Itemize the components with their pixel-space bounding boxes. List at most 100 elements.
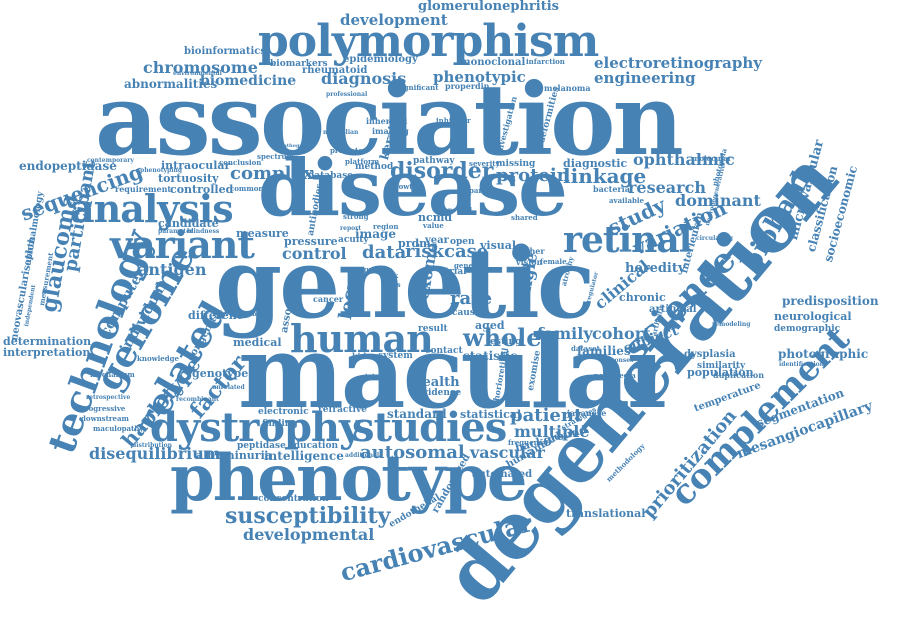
word-phenotypic: phenotypic xyxy=(433,68,526,86)
word-unrelated: unrelated xyxy=(212,384,245,391)
word-imaging: imaging xyxy=(372,126,409,136)
word-antigen: antigen xyxy=(138,260,207,279)
word-bioinformatics: bioinformatics xyxy=(184,46,266,57)
word-control: control xyxy=(282,244,347,263)
word-glomerulonephritis: glomerulonephritis xyxy=(418,0,559,14)
word-gene: gene xyxy=(454,261,473,270)
word-year: year xyxy=(425,235,449,246)
word-professional: professional xyxy=(326,91,368,98)
word-mechanism: mechanism xyxy=(90,370,135,379)
word-additional: additional xyxy=(345,452,380,459)
word-complex: complex xyxy=(230,163,314,184)
word-shared: shared xyxy=(511,213,538,222)
word-contemporary: contemporary xyxy=(87,157,134,164)
word-endopeptidase: endopeptidase xyxy=(19,159,117,173)
word-albuminuria: albuminuria xyxy=(196,449,272,462)
word-frequency: frequency xyxy=(508,438,548,447)
word-missing: missing xyxy=(496,159,536,169)
word-ophthalmic: ophthalmic xyxy=(633,150,735,169)
word-intraocular: intraocular xyxy=(161,159,231,172)
word-translational: translational xyxy=(566,507,646,520)
word-database: database xyxy=(308,171,354,181)
word-higher: higher xyxy=(515,246,545,256)
word-families: families xyxy=(577,344,631,358)
word-disequilibrium: disequilibrium xyxy=(89,444,221,463)
word-retrospective: retrospective xyxy=(86,394,131,401)
word-electroretinography: electroretinography xyxy=(594,54,762,72)
word-knowledge: knowledge xyxy=(137,354,179,363)
word-infarction: infarction xyxy=(526,57,565,66)
word-virus: virus xyxy=(348,267,365,274)
word-environmental: environmental xyxy=(173,70,222,77)
word-diabetes: diabetes xyxy=(242,311,271,318)
word-artificial: artificial xyxy=(649,304,697,315)
word-prostate: prostate xyxy=(330,146,363,155)
word-statistic: statistic xyxy=(463,349,518,363)
word-multiple: multiple xyxy=(514,422,590,441)
word-platform: platform xyxy=(345,157,380,166)
word-identification: identification xyxy=(779,361,825,368)
word-molecular: molecular xyxy=(692,154,732,163)
word-ncmd: ncmd xyxy=(418,211,453,224)
word-finding: finding xyxy=(262,419,298,429)
word-requirement: requirement xyxy=(115,184,172,194)
word-phenotyping: phenotyping xyxy=(140,167,183,174)
word-development: development xyxy=(340,11,448,29)
word-developmental: developmental xyxy=(243,525,375,544)
word-rheumatoid: rheumatoid xyxy=(302,65,368,76)
word-rare: rare xyxy=(450,288,493,309)
word-interpretation: interpretation xyxy=(3,346,91,359)
word-dominant: dominant xyxy=(675,191,761,210)
word-arms: arms xyxy=(381,280,401,289)
word-growth: growth xyxy=(390,182,418,191)
word-circulating: circulating xyxy=(696,235,733,242)
word-family: family xyxy=(537,324,593,343)
word-cancer: cancer xyxy=(313,294,344,304)
word-link: link xyxy=(383,271,399,280)
word-statistical: statistical xyxy=(460,408,522,421)
word-downstream: downstream xyxy=(81,414,129,423)
word-common: common xyxy=(230,184,264,193)
word-image: image xyxy=(355,227,397,241)
word-candidate: candidate xyxy=(158,217,219,230)
word-report: report xyxy=(340,225,362,232)
word-health: health xyxy=(413,375,460,390)
word-result: result xyxy=(418,324,448,334)
word-controlled: controlled xyxy=(170,183,234,196)
word-progressive: progressive xyxy=(80,404,126,413)
word-aged: aged xyxy=(475,319,505,332)
word-peptidase: peptidase xyxy=(237,441,286,451)
word-female: female xyxy=(540,257,567,266)
word-parameter: parameter xyxy=(158,228,194,235)
word-case: case xyxy=(444,241,489,262)
word-monoclonal: monoclonal xyxy=(460,57,526,68)
word-epidemiology: epidemiology xyxy=(343,54,418,65)
word-polymorphism: polymorphism xyxy=(258,16,599,67)
word-intelligence: intelligence xyxy=(264,449,344,463)
word-chromosome: chromosome xyxy=(143,58,258,77)
word-research: research xyxy=(628,178,706,197)
word-risk: risk xyxy=(405,241,444,262)
word-recombinant: recombinant xyxy=(176,396,219,403)
word-japanese: japanese xyxy=(567,408,607,418)
word-concentration: concentration xyxy=(258,494,329,504)
word-human: human xyxy=(290,316,434,361)
word-diagnosis: diagnosis xyxy=(321,69,407,88)
word-pathway: pathway xyxy=(413,156,455,166)
word-paraplegia: paraplegia xyxy=(594,371,636,380)
word-inhibitor: inhibitor xyxy=(436,116,471,125)
word-macular: macular xyxy=(238,313,680,431)
word-medical: medical xyxy=(233,336,282,349)
word-available: available xyxy=(609,196,644,205)
word-inherited: inherited xyxy=(366,116,408,126)
word-significant: significant xyxy=(397,83,439,92)
word-cohort: cohort xyxy=(592,324,651,343)
word-data: data xyxy=(362,242,407,263)
word-value: value xyxy=(423,221,444,230)
word-pathogenic: pathogenic xyxy=(280,143,312,149)
word-neurological: neurological xyxy=(774,310,852,323)
word-maculopathy: maculopathy xyxy=(93,424,144,433)
word-biomarkers: biomarkers xyxy=(270,59,328,69)
word-dataset: dataset xyxy=(571,344,600,353)
